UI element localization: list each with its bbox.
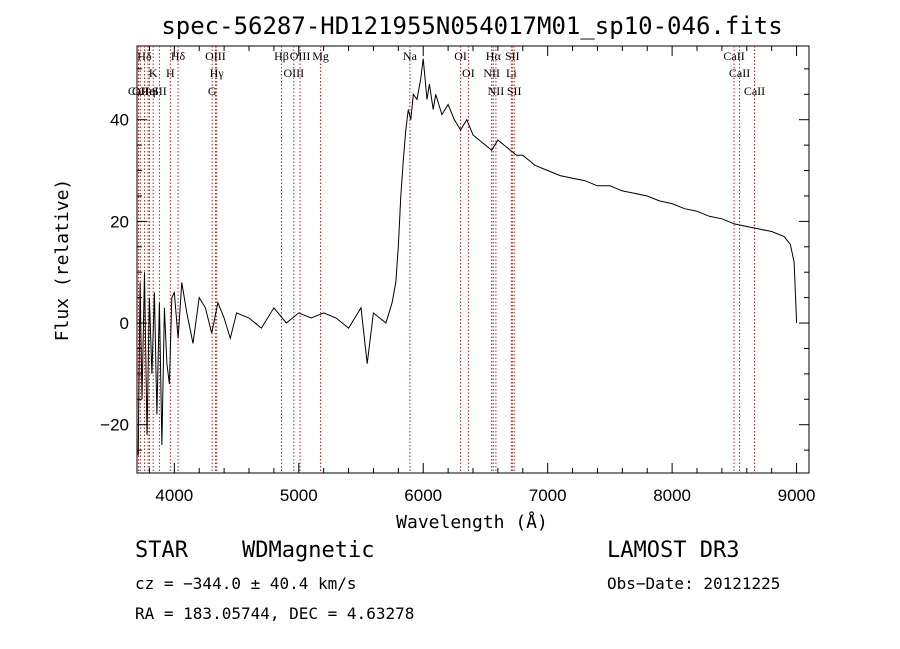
line-label: SII <box>507 84 522 98</box>
y-axis-ticks: −20 0 20 40 <box>100 68 809 451</box>
chart-title: spec-56287-HD121955N054017M01_sp10-046.f… <box>161 12 782 40</box>
y-tick-label: 20 <box>110 212 129 231</box>
x-tick-label: 4000 <box>155 486 193 505</box>
redshift-velocity: cz = −344.0 ± 40.4 km/s <box>135 574 357 593</box>
line-label: Mg <box>312 49 329 63</box>
x-tick-label: 7000 <box>529 486 567 505</box>
line-label: Hη <box>141 84 156 98</box>
coordinates: RA = 183.05744, DEC = 4.63278 <box>135 604 415 623</box>
line-label: HeI <box>140 84 158 98</box>
x-tick-label: 6000 <box>404 486 442 505</box>
object-class: STAR <box>135 538 188 563</box>
line-label: NII <box>488 84 505 98</box>
emission-line-markers <box>137 46 755 473</box>
line-label: Li <box>506 66 517 80</box>
line-label: Hδ <box>171 49 186 63</box>
line-label: OIII <box>283 66 304 80</box>
x-tick-label: 9000 <box>778 486 816 505</box>
line-label: OI <box>462 66 475 80</box>
x-tick-label: 5000 <box>280 486 318 505</box>
line-label: Hγ <box>210 66 225 80</box>
line-label: OII <box>132 84 149 98</box>
line-label: CaII <box>128 84 149 98</box>
y-tick-label: 0 <box>120 314 129 333</box>
line-label: OI <box>454 49 467 63</box>
x-axis-ticks: 4000 5000 6000 7000 8000 9000 <box>148 46 816 505</box>
line-label: SII <box>152 84 167 98</box>
line-label: G <box>208 84 217 98</box>
line-label: NII <box>483 66 500 80</box>
line-label: CaII <box>729 66 750 80</box>
survey-name: LAMOST DR3 <box>607 538 740 563</box>
observation-date: Obs−Date: 20121225 <box>607 574 781 593</box>
line-label: SII <box>505 49 520 63</box>
spectrum-line <box>137 58 798 456</box>
line-label: Na <box>403 49 418 63</box>
line-label: Hα <box>486 49 502 63</box>
line-label: CaII <box>723 49 744 63</box>
y-tick-label: −20 <box>100 416 129 435</box>
x-tick-label: 8000 <box>653 486 691 505</box>
x-axis-label: Wavelength (Å) <box>396 511 548 533</box>
line-label: CaII <box>744 84 765 98</box>
y-axis-label: Flux (relative) <box>52 179 73 342</box>
object-subclass: WDMagnetic <box>242 538 375 563</box>
line-label: OIII <box>205 49 226 63</box>
line-label: Hδ <box>137 49 152 63</box>
plot-frame <box>136 45 810 474</box>
line-label: K <box>149 66 158 80</box>
line-label: H <box>166 66 175 80</box>
line-label: Hβ <box>274 49 289 63</box>
line-label: OIII <box>290 49 311 63</box>
y-tick-label: 40 <box>110 111 129 130</box>
